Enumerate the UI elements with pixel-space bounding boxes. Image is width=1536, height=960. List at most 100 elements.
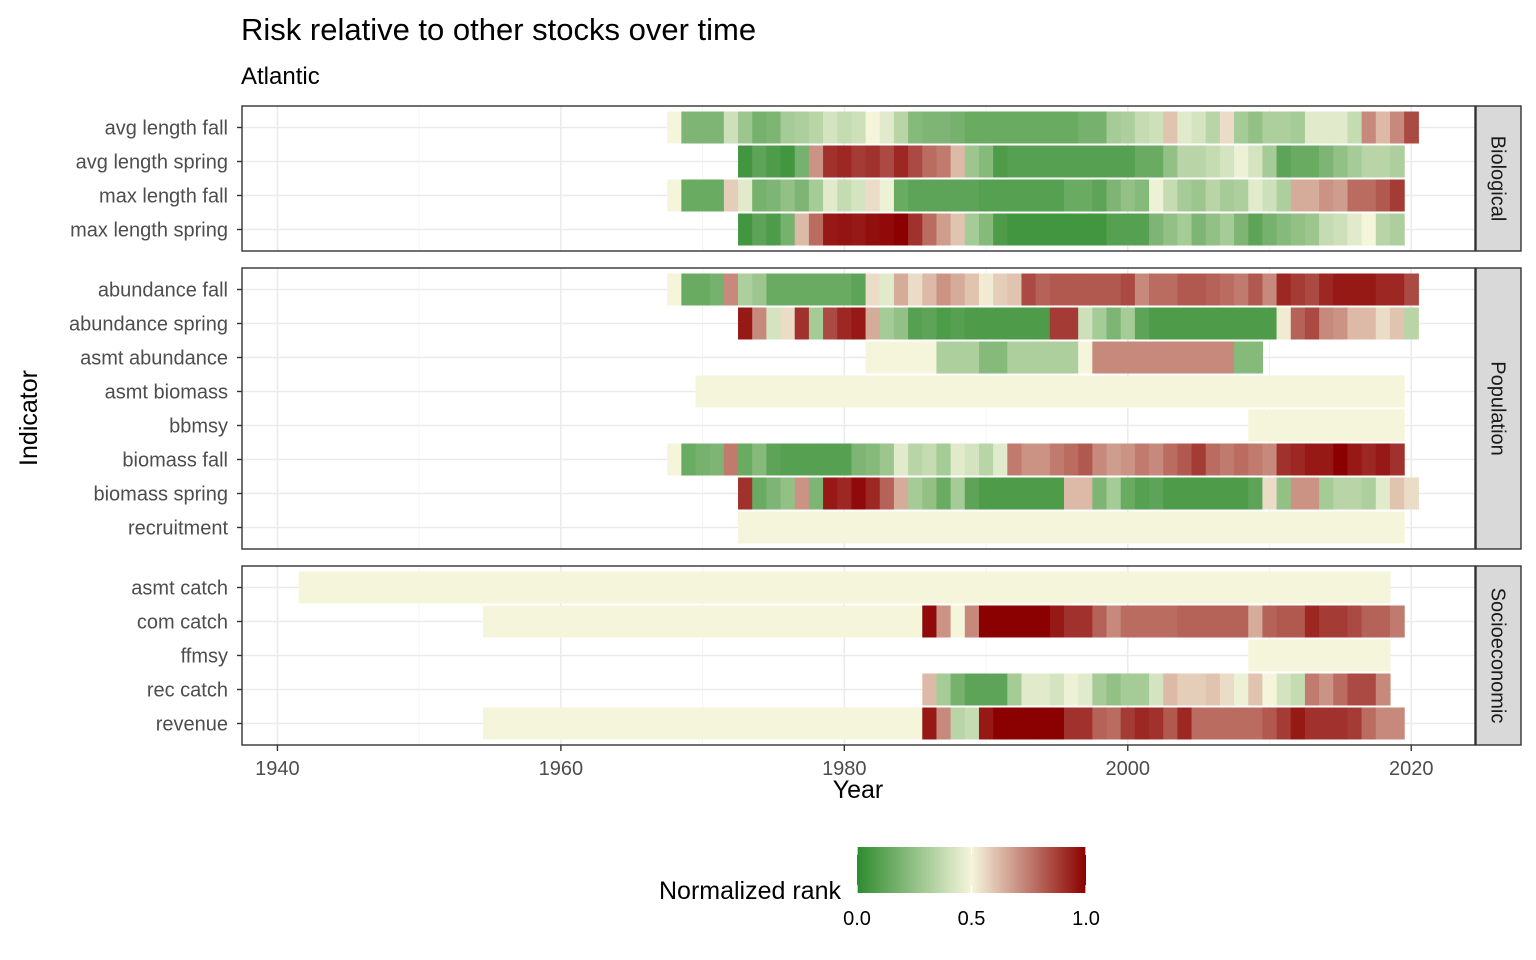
- heat-tile: [1049, 477, 1065, 510]
- heat-tile: [1248, 477, 1264, 510]
- heat-tile: [865, 111, 881, 144]
- heat-tile: [1375, 111, 1391, 144]
- heat-tile: [1262, 213, 1278, 246]
- heat-tile: [1035, 111, 1051, 144]
- heat-tile: [1404, 477, 1419, 510]
- heat-tile: [1375, 145, 1391, 178]
- heat-tile: [1078, 341, 1093, 374]
- heat-tile: [1375, 273, 1391, 306]
- heat-tile: [709, 443, 725, 476]
- heat-tile: [1333, 673, 1349, 706]
- heat-tile: [936, 213, 952, 246]
- heat-tile: [567, 605, 583, 638]
- heat-tile: [794, 179, 810, 212]
- heat-tile: [1304, 213, 1320, 246]
- y-tick-label: biomass fall: [122, 450, 228, 472]
- heat-tile: [1134, 707, 1150, 740]
- heat-tile: [936, 273, 952, 306]
- heat-tile: [893, 605, 909, 638]
- heat-tile: [1347, 179, 1363, 212]
- heat-tile: [1389, 307, 1405, 340]
- heat-tile: [553, 707, 569, 740]
- heat-tile: [808, 443, 824, 476]
- heat-tile: [1361, 443, 1377, 476]
- heat-tile: [1319, 111, 1334, 144]
- row-rec-catch: rec catch: [147, 673, 1391, 706]
- y-tick-label: ffmsy: [181, 646, 228, 668]
- heat-tile: [1078, 605, 1093, 638]
- heat-tile: [1106, 707, 1122, 740]
- heat-tile: [908, 273, 923, 306]
- heat-tile: [1149, 111, 1164, 144]
- heat-tile: [1078, 477, 1093, 510]
- heat-tile: [1049, 273, 1065, 306]
- heat-tile: [1276, 273, 1292, 306]
- row-asmt-catch: asmt catch: [131, 571, 1391, 604]
- heat-tile: [837, 213, 853, 246]
- heat-tile: [1219, 307, 1235, 340]
- heat-tile: [1078, 213, 1093, 246]
- heat-tile: [908, 707, 923, 740]
- heat-tile: [1276, 477, 1292, 510]
- heat-tile: [865, 179, 881, 212]
- heat-tile: [766, 307, 782, 340]
- heat-tile: [950, 111, 966, 144]
- heat-tile: [596, 707, 612, 740]
- heat-tile: [1262, 145, 1278, 178]
- heat-tile: [993, 443, 1008, 476]
- heat-tile: [893, 477, 909, 510]
- heat-tile: [1163, 307, 1178, 340]
- heat-tile: [497, 707, 512, 740]
- heat-tile: [709, 179, 725, 212]
- heat-tile: [837, 111, 853, 144]
- heat-tile: [1149, 213, 1164, 246]
- heat-tile: [1092, 477, 1108, 510]
- heat-tile: [695, 707, 711, 740]
- heat-tile: [1092, 341, 1235, 374]
- heat-tile: [922, 443, 938, 476]
- heat-tile: [1248, 673, 1264, 706]
- heat-tile: [908, 443, 923, 476]
- heat-tile: [1347, 307, 1363, 340]
- heat-tile: [1389, 145, 1405, 178]
- heat-tile: [993, 179, 1008, 212]
- heat-tile: [709, 707, 725, 740]
- heat-tile: [1262, 477, 1278, 510]
- heat-tile: [1304, 707, 1320, 740]
- heat-tile: [1205, 273, 1221, 306]
- heat-tile: [794, 307, 810, 340]
- heat-tile: [667, 179, 682, 212]
- heat-tile: [695, 375, 1405, 408]
- heat-tile: [879, 707, 895, 740]
- heat-tile: [695, 179, 711, 212]
- heat-tile: [1177, 111, 1193, 144]
- heat-tile: [823, 273, 838, 306]
- heat-tile: [1333, 179, 1349, 212]
- heat-tile: [851, 605, 867, 638]
- x-tick-label: 1960: [539, 758, 584, 780]
- heat-tile: [1361, 179, 1377, 212]
- heat-tile: [582, 605, 597, 638]
- heat-tile: [1276, 179, 1292, 212]
- heat-tile: [1064, 605, 1079, 638]
- heat-tile: [978, 307, 994, 340]
- heat-tile: [1389, 443, 1405, 476]
- heat-tile: [865, 213, 881, 246]
- heat-tile: [1304, 605, 1320, 638]
- heat-tile: [1290, 273, 1306, 306]
- heat-tile: [1404, 111, 1419, 144]
- heat-tile: [808, 307, 824, 340]
- heat-tile: [794, 111, 810, 144]
- heat-tile: [1049, 111, 1065, 144]
- heat-tile: [1248, 707, 1264, 740]
- heat-tile: [1290, 179, 1306, 212]
- heat-tile: [1290, 477, 1306, 510]
- heat-tile: [823, 477, 838, 510]
- heat-tile: [681, 273, 697, 306]
- heat-tile: [1049, 145, 1065, 178]
- heat-tile: [837, 273, 853, 306]
- heat-tile: [1021, 145, 1037, 178]
- heat-tile: [738, 213, 753, 246]
- heat-tile: [879, 273, 895, 306]
